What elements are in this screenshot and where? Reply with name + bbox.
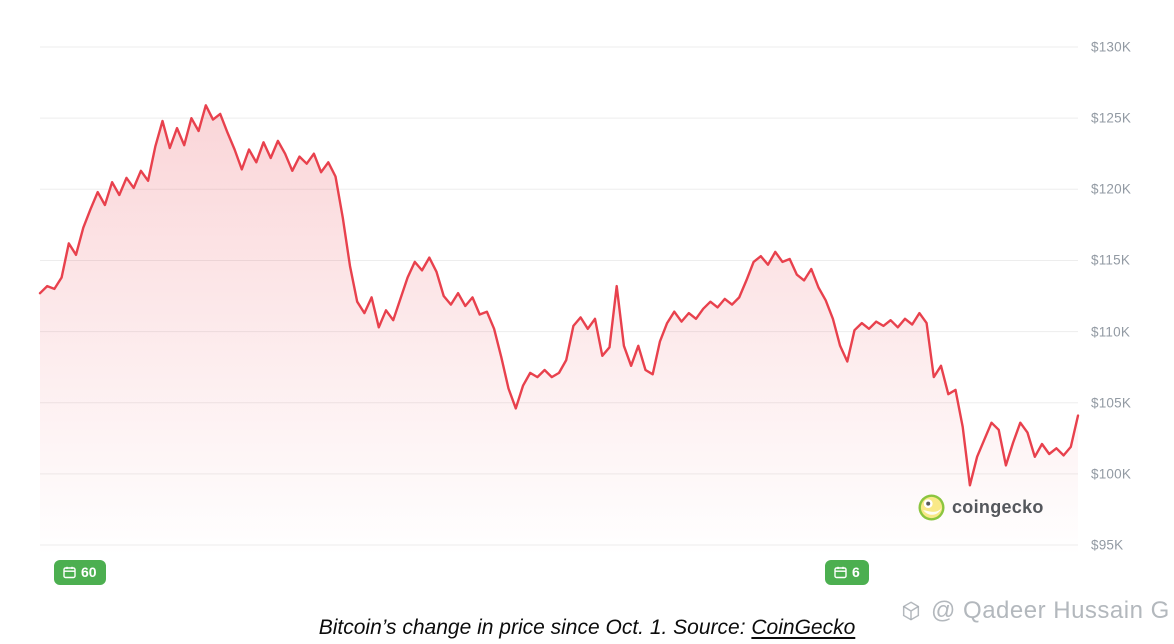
price-line	[38, 104, 1080, 487]
chart-caption: Bitcoin’s change in price since Oct. 1. …	[0, 613, 1174, 643]
y-tick-label: $95K	[1091, 537, 1124, 553]
y-tick-label: $115K	[1091, 252, 1131, 268]
y-axis-labels: $130K $125K $120K $115K $110K $105K $100K $95K	[1091, 0, 1171, 600]
caption-source-link[interactable]: CoinGecko	[751, 616, 856, 639]
y-tick-label: $120K	[1091, 181, 1132, 197]
y-tick-label: $105K	[1091, 395, 1132, 411]
price-chart-canvas	[38, 46, 1080, 557]
y-tick-label: $110K	[1091, 324, 1131, 340]
coingecko-logo-icon	[918, 494, 945, 521]
watermark-text: @ Qadeer Hussain G	[931, 597, 1170, 624]
y-tick-label: $100K	[1091, 466, 1132, 482]
coingecko-wordmark: coingecko	[952, 497, 1044, 517]
calendar-icon	[63, 566, 76, 579]
annotation-badge-right: 6	[825, 560, 869, 585]
caption-text: Bitcoin’s change in price since Oct. 1. …	[318, 616, 752, 639]
annotation-badge-left: 60	[54, 560, 106, 585]
watermark: @ Qadeer Hussain G	[900, 597, 1170, 625]
calendar-icon	[834, 566, 847, 579]
cube-icon	[902, 601, 920, 621]
price-area-fill	[40, 105, 1078, 557]
coingecko-attribution: coingecko	[918, 494, 1044, 521]
y-tick-label: $130K	[1091, 39, 1132, 55]
y-tick-label: $125K	[1091, 110, 1132, 126]
badge-right-value: 6	[852, 564, 860, 580]
bitcoin-price-chart: $130K $125K $120K $115K $110K $105K $100K $95K	[38, 0, 1171, 600]
badge-left-value: 60	[81, 564, 97, 580]
